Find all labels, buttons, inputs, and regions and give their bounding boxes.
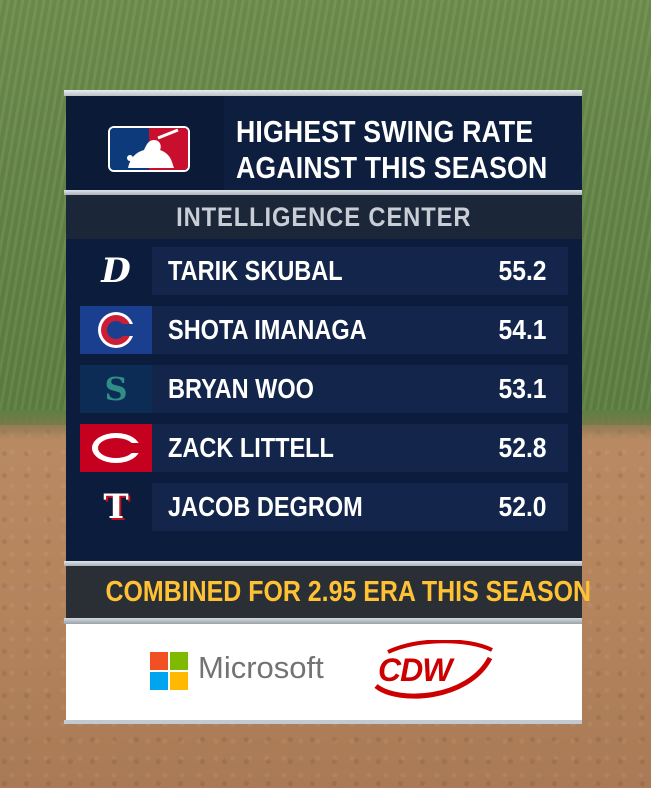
tigers-d-icon: D — [80, 247, 152, 295]
reds-c-icon — [80, 424, 152, 472]
swing-rate-value: 55.2 — [498, 255, 546, 286]
divider — [64, 561, 582, 566]
swing-rate-value: 52.8 — [498, 432, 546, 463]
swing-rate-value: 52.0 — [498, 491, 546, 522]
graphic-header: HIGHEST SWING RATE AGAINST THIS SEASON — [66, 96, 582, 190]
mlb-logo-icon — [108, 126, 190, 172]
mariners-s-icon: S — [80, 365, 152, 413]
player-name: SHOTA IMANAGA — [168, 314, 367, 345]
cdw-swoosh-icon — [374, 639, 493, 699]
divider — [64, 190, 582, 195]
leaderboard-row: S BRYAN WOO 53.1 — [80, 365, 568, 413]
swing-rate-value: 53.1 — [498, 373, 546, 404]
bottom-border — [64, 720, 582, 724]
microsoft-wordmark: Microsoft — [198, 650, 324, 685]
era-banner: COMBINED FOR 2.95 ERA THIS SEASON — [66, 566, 591, 618]
divider — [64, 618, 582, 624]
title-line-2: AGAINST THIS SEASON — [236, 150, 548, 185]
player-name: ZACK LITTELL — [168, 432, 334, 463]
top-border — [64, 90, 582, 96]
leaderboard-row: SHOTA IMANAGA 54.1 — [80, 306, 568, 354]
subheading: INTELLIGENCE CENTER — [66, 195, 582, 239]
title-line-1: HIGHEST SWING RATE — [236, 114, 534, 149]
leaderboard-row: D TARIK SKUBAL 55.2 — [80, 247, 568, 295]
leaderboard-row: T JACOB DEGROM 52.0 — [80, 483, 568, 531]
player-name: JACOB DEGROM — [168, 491, 363, 522]
leaderboard-list: D TARIK SKUBAL 55.2 SHOTA IMANAGA 54.1 S… — [66, 239, 582, 561]
cubs-c-icon — [80, 306, 152, 354]
rangers-t-icon: T — [80, 483, 152, 531]
stats-graphic: HIGHEST SWING RATE AGAINST THIS SEASON I… — [64, 90, 591, 724]
leaderboard-row: ZACK LITTELL 52.8 — [80, 424, 568, 472]
graphic-title: HIGHEST SWING RATE AGAINST THIS SEASON — [236, 114, 548, 186]
player-name: BRYAN WOO — [168, 373, 314, 404]
microsoft-logo-icon — [150, 652, 188, 690]
cdw-logo: CDW — [368, 639, 498, 704]
cdw-wordmark: CDW — [378, 652, 452, 688]
swing-rate-value: 54.1 — [498, 314, 546, 345]
player-name: TARIK SKUBAL — [168, 255, 343, 286]
sponsor-bar: Microsoft CDW — [66, 624, 582, 720]
logo-panel — [66, 96, 224, 190]
